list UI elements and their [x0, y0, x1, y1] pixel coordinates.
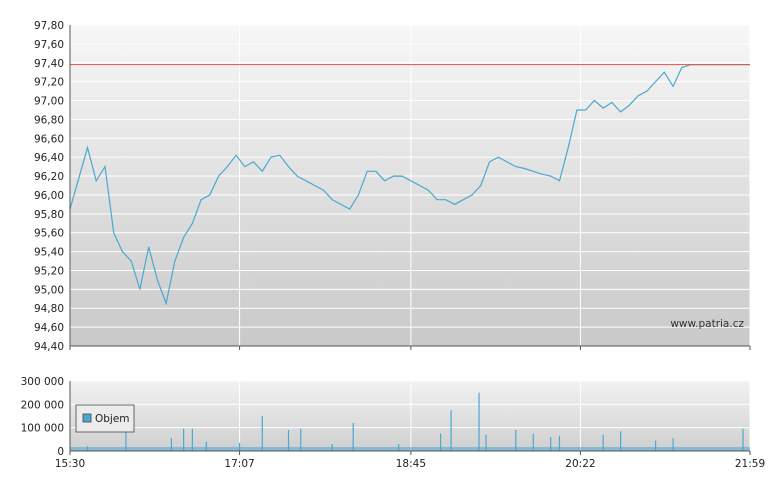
legend-swatch — [82, 413, 92, 423]
x-tick-label: 17:07 — [224, 458, 254, 470]
volume-y-tick-label: 200 000 — [21, 399, 64, 411]
price-y-tick-label: 97,20 — [34, 77, 64, 89]
legend-label: Objem — [95, 413, 130, 425]
price-y-tick-label: 97,80 — [34, 20, 64, 32]
volume-legend: Objem — [75, 404, 135, 433]
volume-y-tick-label: 0 — [57, 446, 64, 458]
x-tick-label: 20:22 — [565, 458, 595, 470]
price-series-line — [69, 64, 750, 306]
x-tick-label: 21:59 — [735, 458, 765, 470]
price-y-tick-label: 96,20 — [34, 171, 64, 183]
price-y-tick-label: 95,20 — [34, 265, 64, 277]
x-tick-label: 15:30 — [55, 458, 85, 470]
price-y-tick-label: 96,40 — [34, 152, 64, 164]
volume-baseline-bars — [70, 447, 750, 451]
volume-y-tick-label: 100 000 — [21, 423, 64, 435]
watermark: www.patria.cz — [670, 318, 744, 330]
volume-y-tick-label: 300 000 — [21, 376, 64, 388]
volume-plot-area — [70, 381, 750, 451]
price-y-tick-label: 94,60 — [34, 322, 64, 334]
price-y-tick-label: 95,80 — [34, 209, 64, 221]
price-plot-area — [70, 25, 750, 346]
x-tick-label: 18:45 — [396, 458, 426, 470]
price-y-tick-label: 95,40 — [34, 247, 64, 259]
price-y-tick-label: 95,00 — [34, 284, 64, 296]
price-y-tick-label: 97,40 — [34, 58, 64, 70]
price-y-tick-label: 97,60 — [34, 39, 64, 51]
price-y-tick-label: 96,00 — [34, 190, 64, 202]
price-y-tick-label: 96,60 — [34, 133, 64, 145]
price-y-tick-label: 95,60 — [34, 228, 64, 240]
price-y-tick-label: 96,80 — [34, 114, 64, 126]
price-y-tick-label: 94,40 — [34, 341, 64, 353]
price-y-tick-label: 97,00 — [34, 96, 64, 108]
price-y-tick-label: 94,80 — [34, 303, 64, 315]
